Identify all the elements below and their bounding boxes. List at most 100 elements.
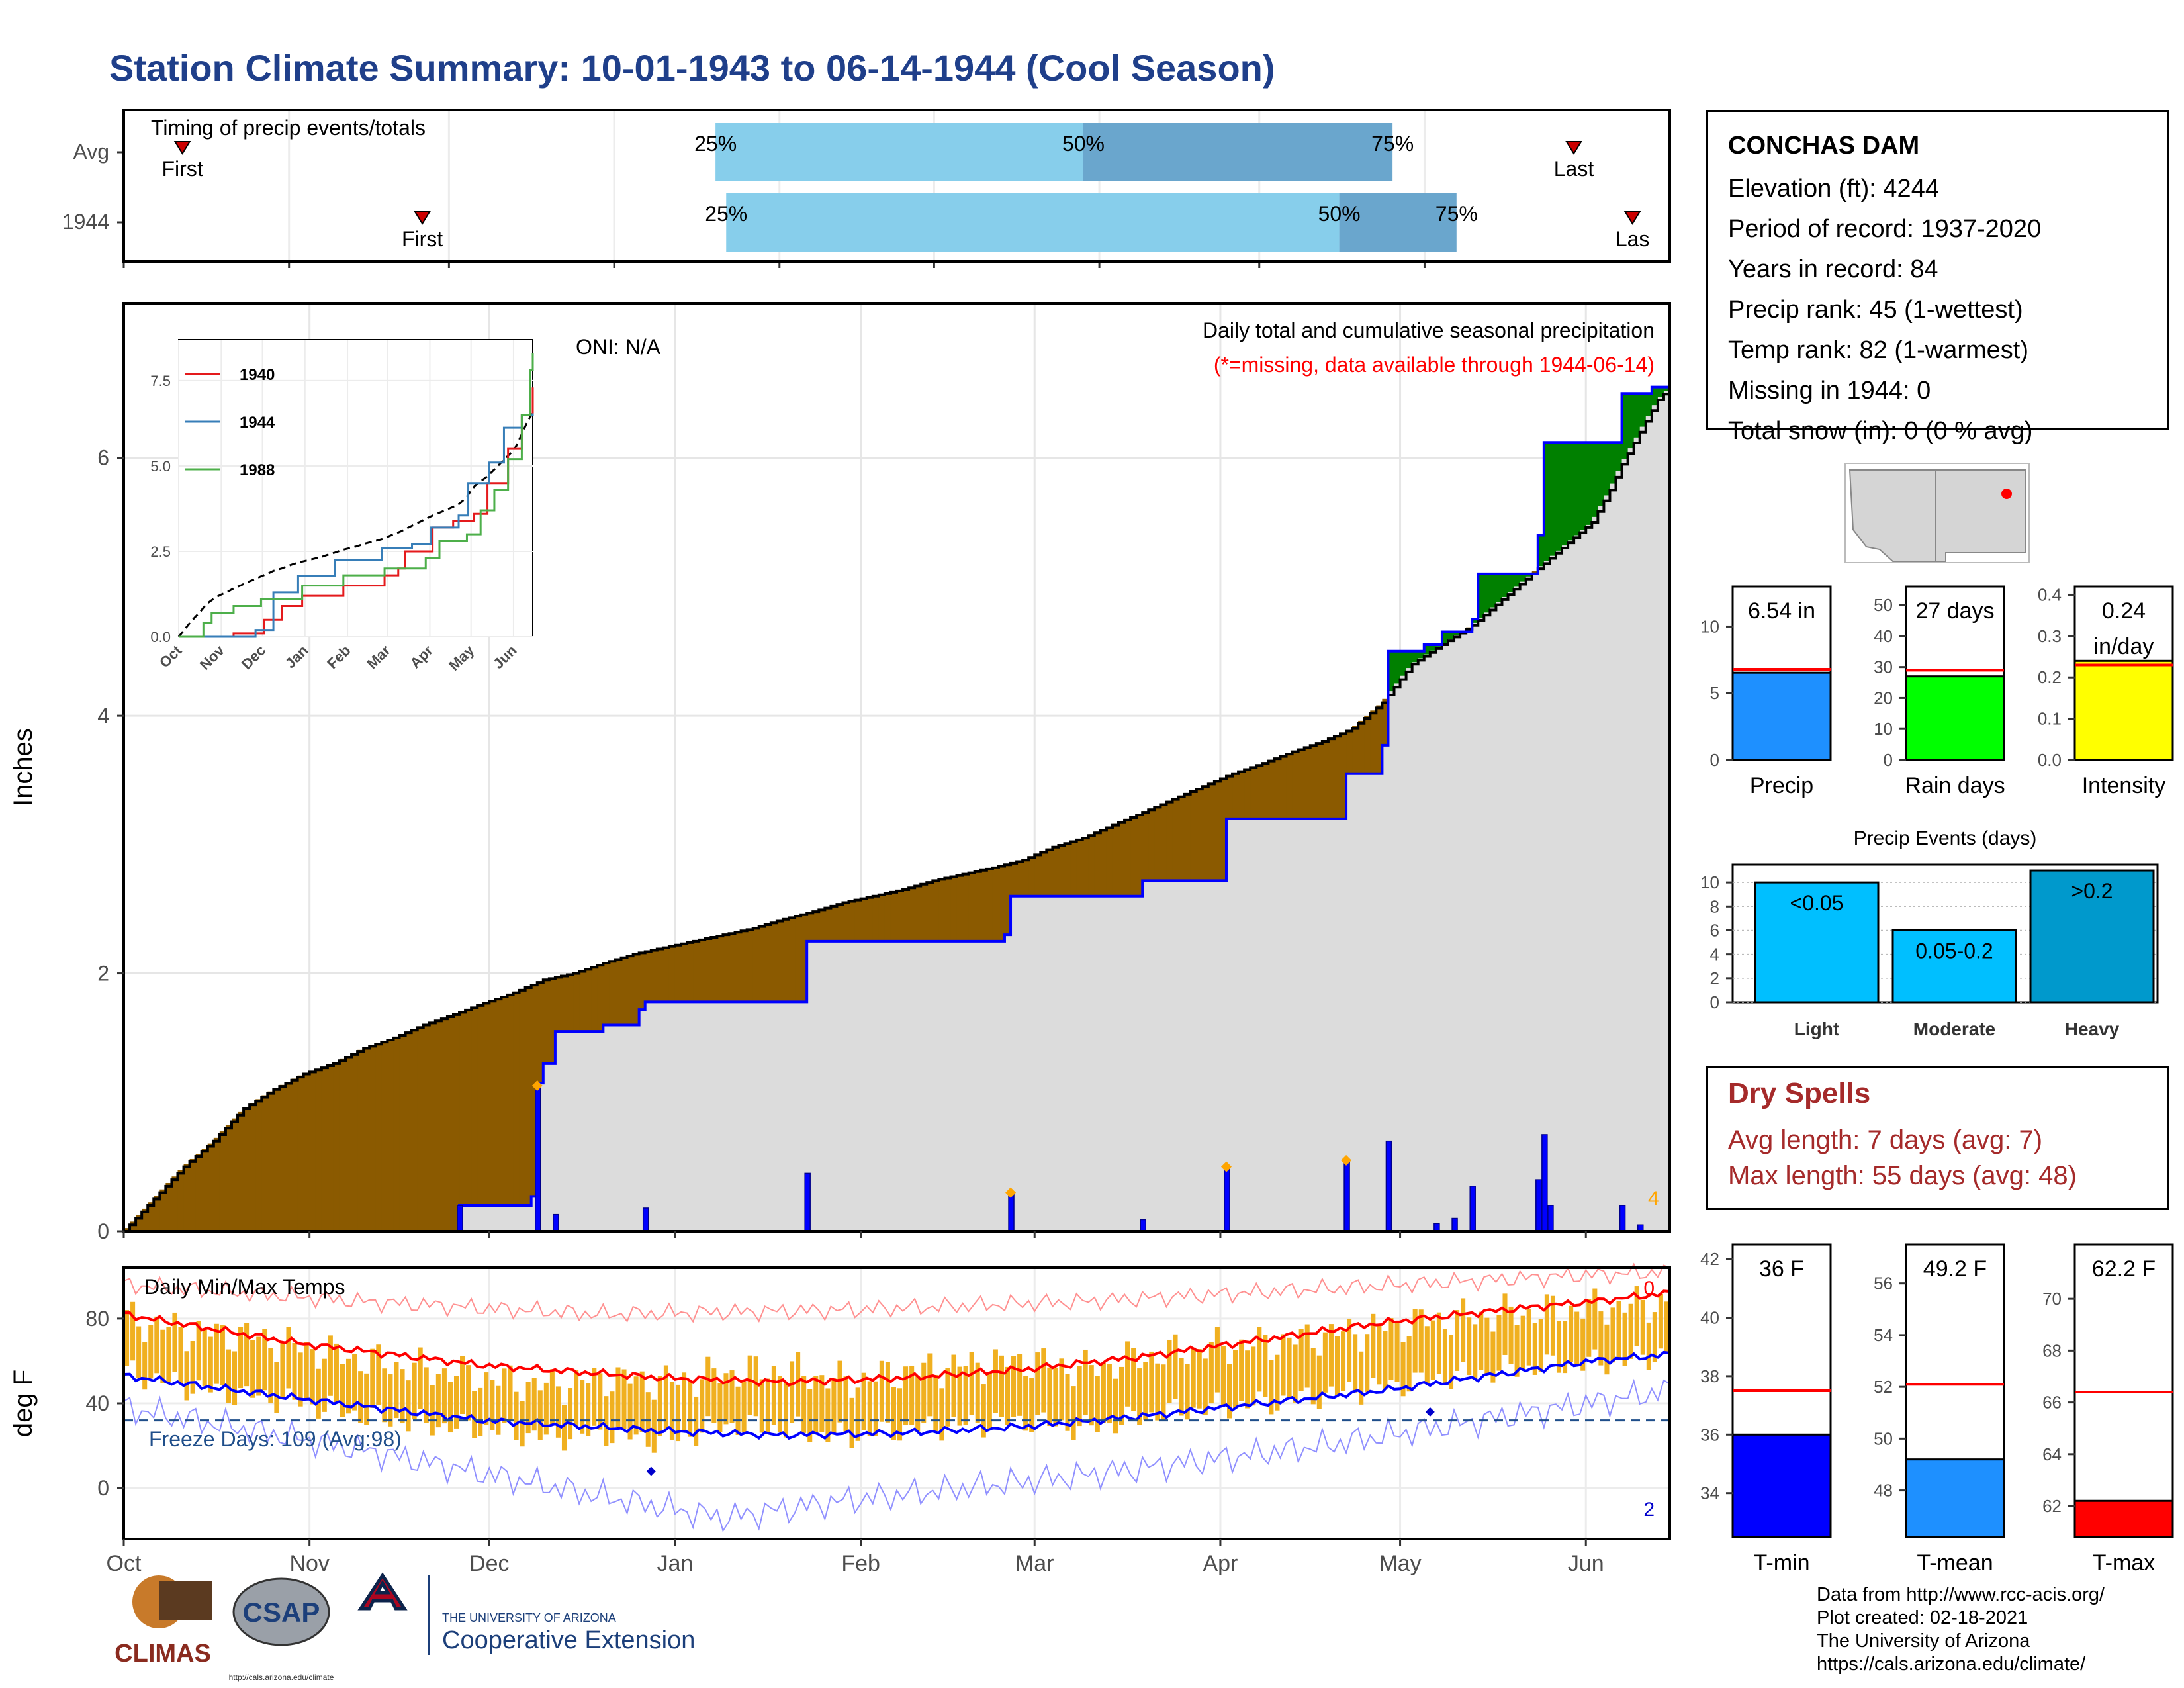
precip-deficit-area: [1274, 757, 1281, 819]
temp-daily-bar: [388, 1374, 393, 1427]
precip-base-area: [1447, 639, 1455, 1231]
precip-base-area: [597, 1031, 604, 1231]
temp-daily-bar: [711, 1368, 717, 1423]
temp-daily-bar: [651, 1399, 657, 1453]
precip-deficit-area: [303, 1072, 310, 1231]
temp-daily-bar: [1107, 1364, 1112, 1424]
precip-base-area: [1574, 535, 1580, 1231]
temp-daily-bar: [184, 1351, 189, 1401]
precip-deficit-area: [854, 899, 862, 941]
precip-surplus-area: [1447, 632, 1455, 639]
temp-daily-bar: [1239, 1339, 1244, 1401]
temp-daily-bar: [879, 1360, 884, 1422]
precip-base-area: [1484, 612, 1490, 1231]
precip-deficit-area: [776, 920, 784, 1002]
precip-record-marker: [1220, 1161, 1232, 1172]
precip-base-area: [674, 1002, 682, 1231]
dry-spells-heading: Dry Spells: [1728, 1077, 1871, 1109]
precip-deficit-area: [555, 976, 562, 1032]
temp-daily-bar: [1185, 1364, 1190, 1420]
precip-base-area: [878, 941, 886, 1231]
events-category-label-light: Light: [1794, 1019, 1839, 1039]
precip-deficit-area: [1190, 790, 1197, 881]
temp-daily-bar: [502, 1368, 507, 1423]
temp-daily-bar: [969, 1351, 974, 1415]
precip-deficit-area: [171, 1176, 179, 1231]
timing-row-label: 1944: [62, 210, 109, 234]
temp-daily-bar: [196, 1321, 201, 1381]
precip-deficit-area: [291, 1078, 298, 1231]
summary-t-mean-y-tick-label: 52: [1874, 1377, 1893, 1397]
precip-deficit-area: [381, 1041, 388, 1231]
precip-base-area: [465, 1205, 472, 1231]
precip-deficit-area: [801, 914, 807, 1002]
precip-surplus-area: [1562, 442, 1569, 546]
temp-daily-bar: [1628, 1303, 1633, 1359]
precip-base-area: [657, 1002, 664, 1231]
precip-base-area: [579, 1031, 586, 1231]
precip-deficit-area: [1304, 746, 1311, 819]
precip-base-area: [782, 1002, 790, 1231]
temp-daily-bar: [801, 1376, 807, 1433]
precip-deficit-area: [962, 873, 970, 941]
temp-daily-bar: [274, 1362, 279, 1413]
precip-base-area: [1220, 880, 1227, 1231]
temp-daily-bar: [580, 1380, 585, 1434]
timing-marker-label-first: First: [402, 227, 443, 251]
precip-deficit-area: [423, 1023, 430, 1231]
summary-rain-days-y-tick-label: 40: [1874, 626, 1893, 646]
temp-daily-bar: [705, 1356, 711, 1417]
precip-daily-bar: [804, 1172, 811, 1232]
precip-deficit-area: [897, 890, 903, 941]
temp-daily-bar: [568, 1388, 573, 1440]
summary-rain-days-y-tick-label: 10: [1874, 719, 1893, 739]
precip-deficit-area: [1310, 744, 1317, 819]
temp-daily-bar: [166, 1327, 171, 1382]
precip-daily-bar: [457, 1205, 463, 1232]
precip-deficit-area: [674, 944, 682, 1002]
precip-base-area: [807, 941, 813, 1231]
summary-intensity-y-tick-label: 0.0: [2038, 750, 2062, 770]
arizona-logo-university: THE UNIVERSITY OF ARIZONA: [442, 1611, 616, 1624]
inset-x-tick-label: Jun: [490, 642, 520, 672]
precip-daily-bar: [553, 1213, 559, 1232]
precip-average-line: [124, 388, 1671, 1233]
precip-deficit-area: [136, 1215, 142, 1231]
temp-daily-bar: [1406, 1336, 1412, 1392]
temp-daily-bar: [238, 1327, 244, 1389]
temp-daily-bar: [897, 1388, 903, 1441]
temp-daily-bar: [1035, 1352, 1040, 1415]
temp-daily-bar: [867, 1381, 872, 1436]
temp-daily-bar: [1586, 1299, 1592, 1357]
precip-base-area: [980, 941, 987, 1231]
temp-daily-bar: [1137, 1368, 1142, 1425]
precip-deficit-area: [903, 888, 909, 941]
precip-surplus-area: [1412, 651, 1419, 663]
temp-daily-bar: [1233, 1350, 1238, 1409]
temp-daily-bar: [1652, 1312, 1657, 1362]
summary-precip-y-tick-label: 10: [1700, 616, 1719, 636]
temp-daily-bar: [430, 1385, 435, 1436]
precip-deficit-area: [459, 1011, 466, 1206]
precip-deficit-area: [339, 1058, 346, 1231]
precip-deficit-area: [627, 955, 634, 1025]
summary-t-mean-value-label: 49.2 F: [1923, 1256, 1987, 1282]
precip-deficit-area: [183, 1164, 191, 1231]
precip-surplus-area: [1406, 651, 1413, 669]
temp-daily-bar: [1089, 1365, 1094, 1426]
precip-base-area: [1435, 646, 1443, 1231]
precip-y-tick-label: 2: [97, 962, 109, 986]
precip-oni-label: ONI: N/A: [576, 335, 661, 359]
precip-base-area: [1154, 880, 1161, 1231]
precip-base-area: [1388, 691, 1395, 1231]
precip-deficit-area: [297, 1075, 304, 1231]
precip-base-area: [585, 1031, 592, 1231]
precip-base-area: [890, 941, 897, 1231]
temp-daily-bar: [927, 1353, 933, 1417]
location-map: [1844, 463, 2030, 563]
precip-deficit-area: [1244, 768, 1251, 819]
temp-daily-bar: [639, 1371, 645, 1432]
temp-daily-bar: [1347, 1318, 1352, 1382]
precip-surplus-area: [1604, 442, 1611, 496]
precip-deficit-area: [1220, 777, 1227, 881]
